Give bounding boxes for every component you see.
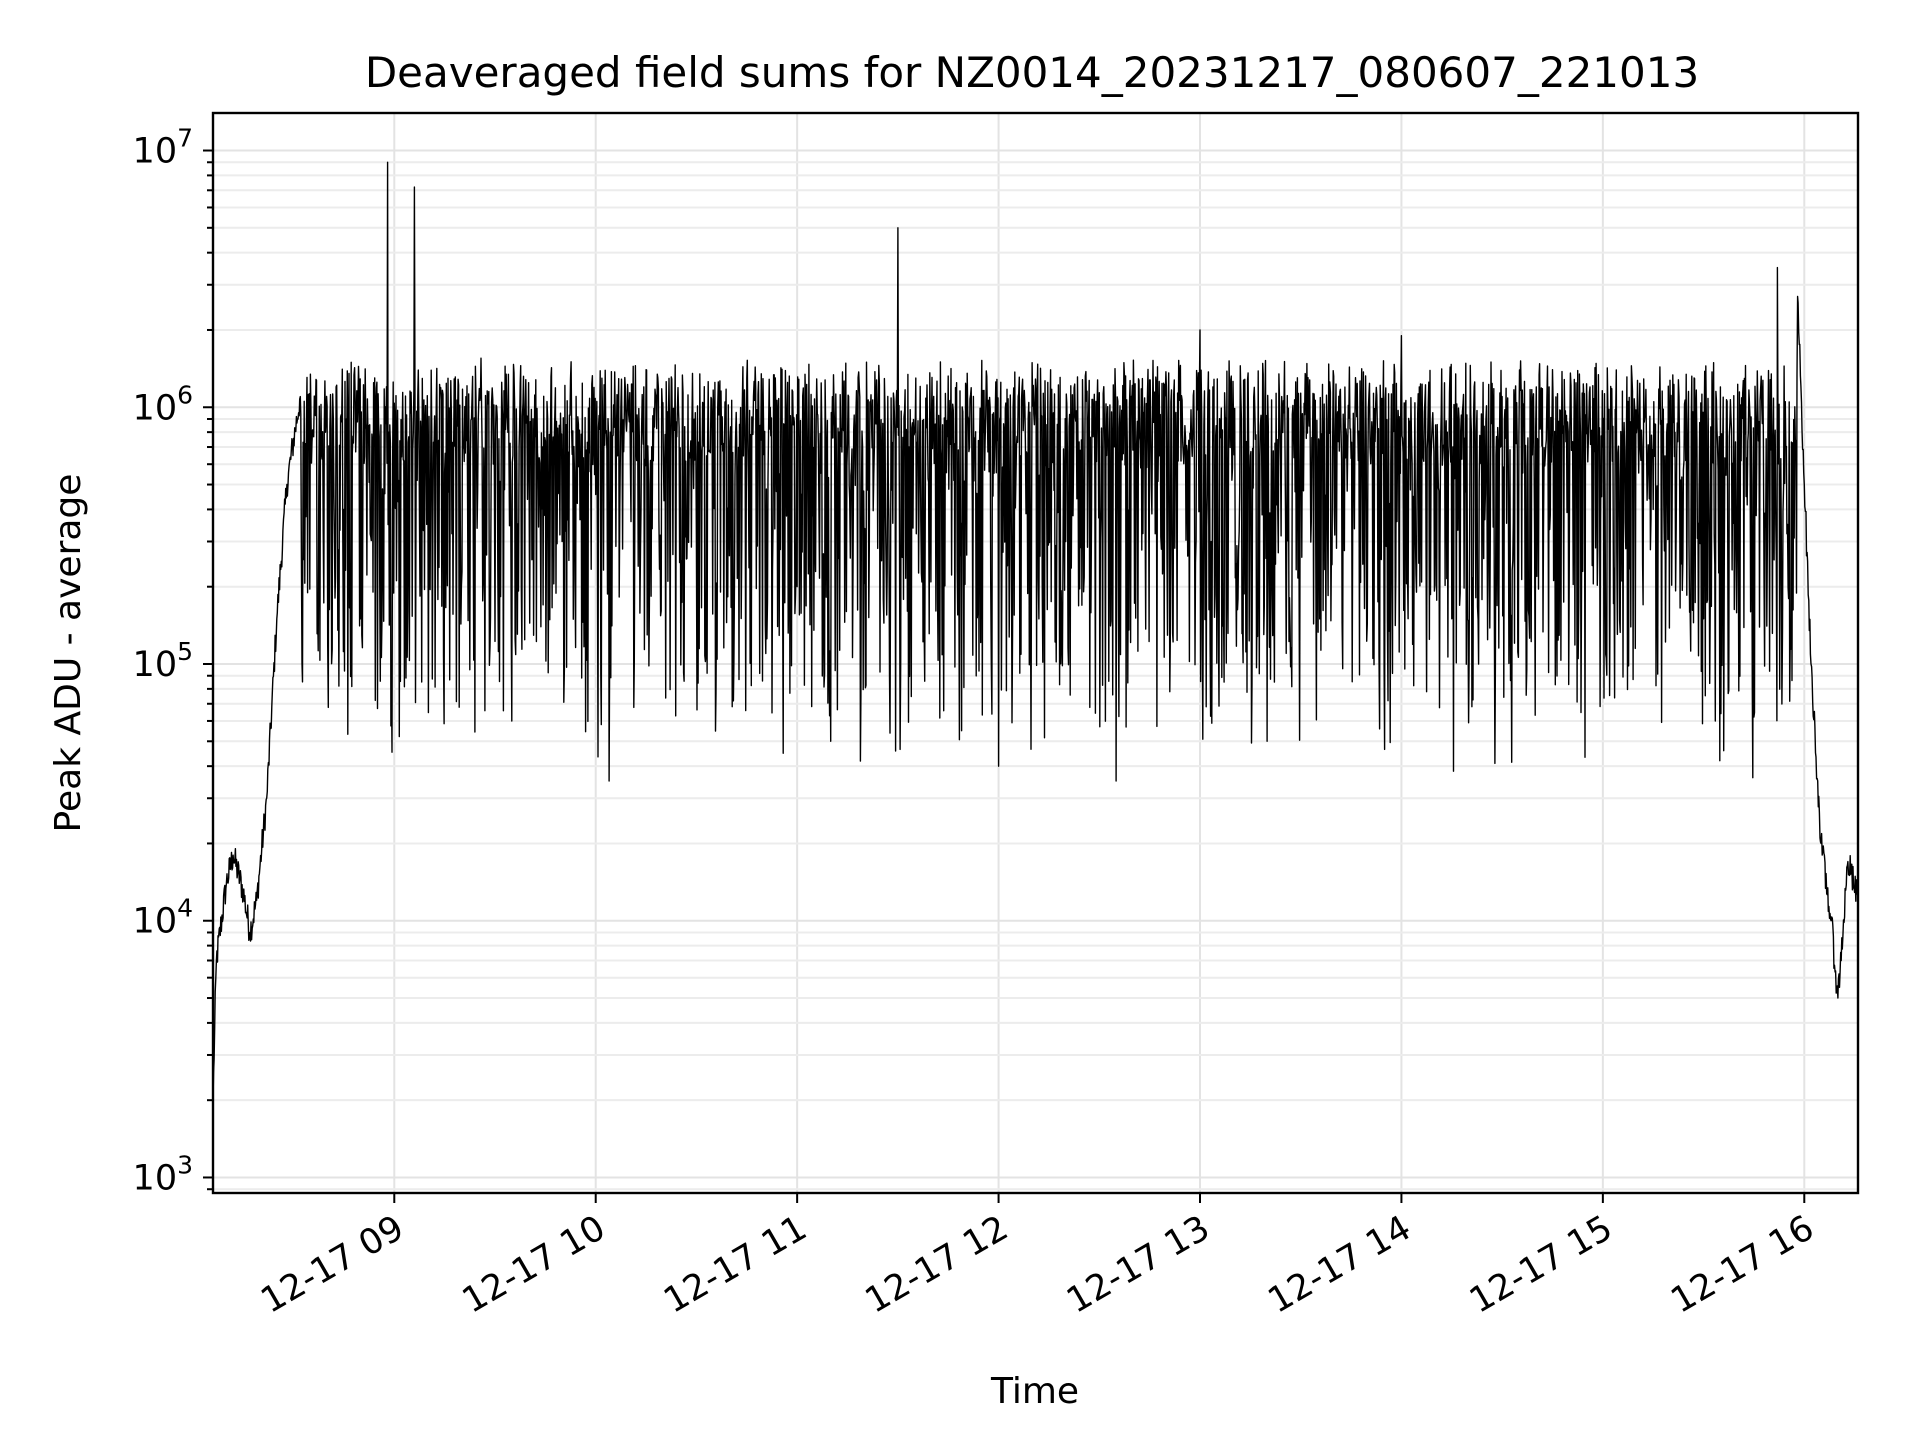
plot-frame (211, 111, 1860, 1195)
y-tick-label: 103 (133, 1150, 193, 1198)
y-axis: 103 104 105 106 107 (133, 124, 213, 1198)
series-group (212, 161, 1859, 1101)
y-axis-label: Peak ADU - average (48, 474, 89, 833)
y-tick-label: 106 (133, 380, 193, 428)
x-axis-label: Time (990, 1371, 1079, 1412)
y-tick-label: 104 (133, 894, 193, 942)
chart-title: Deaveraged field sums for NZ0014_2023121… (365, 48, 1699, 97)
y-tick-label: 107 (133, 124, 193, 172)
series-line (212, 161, 1859, 1101)
y-tick-label: 105 (133, 637, 193, 685)
